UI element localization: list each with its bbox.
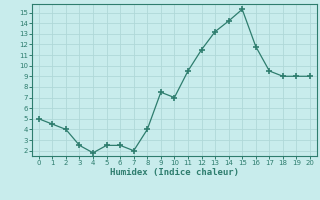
X-axis label: Humidex (Indice chaleur): Humidex (Indice chaleur): [110, 168, 239, 177]
